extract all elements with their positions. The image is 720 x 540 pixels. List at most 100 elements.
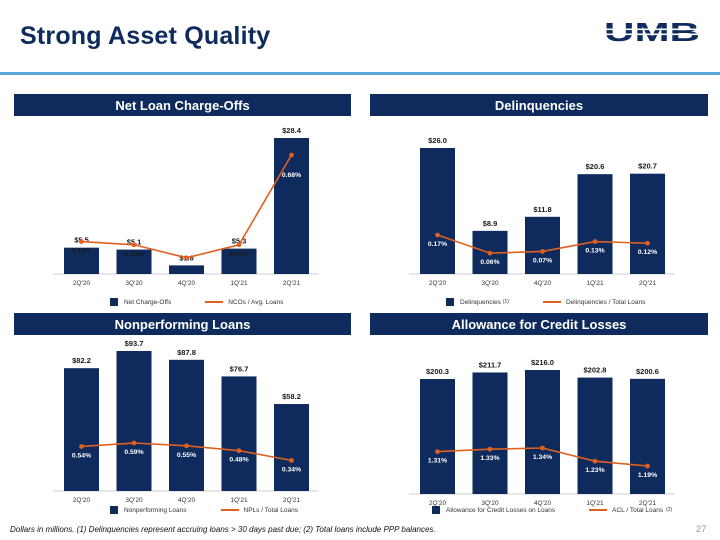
bar xyxy=(221,376,257,491)
category-tick-label: 2Q'20 xyxy=(429,500,447,507)
ratio-point xyxy=(289,152,294,158)
category-tick-label: 1Q'21 xyxy=(230,497,248,504)
bar-value-label: $200.3 xyxy=(426,367,449,376)
ratio-point xyxy=(131,440,137,446)
category-tick-label: 3Q'20 xyxy=(125,497,143,504)
legend-line-label: ACL / Total Loans xyxy=(612,506,664,514)
ratio-value-label: 0.06% xyxy=(480,259,499,266)
bar-value-label: $202.8 xyxy=(584,366,607,375)
bar xyxy=(472,372,508,494)
legend-line-footnote-marker: (2) xyxy=(666,507,673,513)
ratio-point xyxy=(184,443,189,449)
legend-bar-label: Nonperforming Loans xyxy=(124,506,187,514)
nco-chart: $5.52Q'20$5.13Q'20$1.84Q'20$5.31Q'21$28.… xyxy=(53,126,319,287)
ratio-point xyxy=(540,445,545,451)
ratio-value-label: 1.23% xyxy=(585,467,604,474)
category-tick-label: 4Q'20 xyxy=(534,280,552,287)
legend-line-label: Delinquencies / Total Loans xyxy=(565,298,646,306)
bar-value-label: $87.8 xyxy=(177,348,196,357)
category-tick-label: 1Q'21 xyxy=(230,280,248,287)
category-tick-label: 2Q'21 xyxy=(283,497,301,504)
bar-value-label: $5.1 xyxy=(127,238,142,247)
ratio-value-label: 0.13% xyxy=(229,251,248,258)
ratio-point xyxy=(79,444,84,449)
ratio-value-label: 0.59% xyxy=(124,449,143,456)
legend-line-label: NPLs / Total Loans xyxy=(243,506,298,514)
ratio-point xyxy=(435,449,440,454)
ratio-point xyxy=(645,463,650,469)
bar-value-label: $216.0 xyxy=(531,358,554,367)
category-tick-label: 2Q'21 xyxy=(283,280,301,287)
legend-line-swatch xyxy=(220,509,239,511)
category-tick-label: 2Q'21 xyxy=(639,500,657,507)
bar-value-label: $11.8 xyxy=(533,205,551,214)
ratio-value-label: 0.07% xyxy=(533,257,552,264)
legend-bar-swatch xyxy=(110,298,118,306)
delinq-panel-header: Delinquencies xyxy=(370,94,708,116)
ratio-point xyxy=(540,249,545,254)
bar xyxy=(630,173,665,274)
ratio-value-label: 0.15% xyxy=(72,248,91,255)
bar xyxy=(221,248,257,274)
page-number: 27 xyxy=(696,524,707,535)
category-tick-label: 4Q'20 xyxy=(178,497,196,504)
ratio-point xyxy=(487,446,493,452)
bar xyxy=(169,359,204,491)
delinq-chart: $26.0 2Q'20 $8.9 3Q'20 $11.8 4Q'20 $20.6 1Q'21 $… xyxy=(409,136,675,287)
ratio-point xyxy=(487,250,493,256)
ratio-line xyxy=(81,154,293,259)
legend-bar-swatch xyxy=(432,506,440,514)
legend-line-swatch xyxy=(542,301,561,303)
ratio-value-label: 0.13% xyxy=(124,251,143,258)
acl-legend: Allowance for Credit Losses on Loans ACL… xyxy=(432,504,672,516)
legend-line-label: NCOs / Avg. Loans xyxy=(228,298,284,306)
ratio-value-label: 0.48% xyxy=(229,457,248,464)
ratio-point xyxy=(236,242,242,248)
bar-value-label: $58.2 xyxy=(282,392,301,401)
bar xyxy=(420,148,455,274)
ratio-value-label: 0.68% xyxy=(282,172,301,179)
category-tick-label: 1Q'21 xyxy=(586,280,604,287)
bar xyxy=(64,247,99,274)
npl-chart: $82.2 2Q'20 $93.7 3Q'20 $87.8 4Q'20 $76.7 1Q'21… xyxy=(53,339,319,504)
ratio-point xyxy=(592,458,598,464)
ratio-value-label: 1.34% xyxy=(533,454,552,461)
nco-legend: Net Charge-Offs NCOs / Avg. Loans xyxy=(110,296,283,308)
bar-value-label: $20.6 xyxy=(586,162,605,171)
bar xyxy=(577,377,613,494)
bar xyxy=(274,138,309,274)
category-tick-label: 4Q'20 xyxy=(534,500,552,507)
bar-value-label: $28.4 xyxy=(282,126,302,135)
category-tick-label: 3Q'20 xyxy=(125,280,143,287)
npl-panel-header: Nonperforming Loans xyxy=(14,313,351,335)
bar xyxy=(169,265,204,274)
footnote: Dollars in millions. (1) Delinquencies r… xyxy=(10,525,436,534)
legend-bar-swatch xyxy=(110,506,118,514)
legend-bar-label: Net Charge-Offs xyxy=(124,298,172,306)
acl-chart: $200.3 2Q'20 $211.7 3Q'20 $216.0 4Q'20 $202.8 1… xyxy=(409,358,675,507)
ratio-point xyxy=(289,457,294,463)
bar xyxy=(274,404,309,491)
logo-text: UMB xyxy=(604,20,700,44)
ratio-point xyxy=(435,232,440,238)
ratio-point xyxy=(592,239,598,244)
nco-panel-header: Net Loan Charge-Offs xyxy=(14,94,351,116)
bar xyxy=(630,378,665,494)
bar-value-label: $82.2 xyxy=(72,356,91,365)
legend-bar-footnote-marker: (1) xyxy=(502,299,509,305)
bar xyxy=(116,351,152,491)
bar xyxy=(116,249,152,274)
ratio-value-label: 1.33% xyxy=(480,455,499,462)
ratio-point xyxy=(131,242,137,248)
category-tick-label: 1Q'21 xyxy=(586,500,604,507)
legend-bar-label: Delinquencies xyxy=(460,298,501,306)
bar-value-label: $26.0 xyxy=(428,136,447,145)
ratio-value-label: 0.13% xyxy=(585,248,604,255)
bar xyxy=(525,370,560,494)
legend-line-swatch xyxy=(205,301,224,303)
delinq-legend: Delinquencies (1) Delinquencies / Total … xyxy=(446,296,645,308)
legend-bar-swatch xyxy=(446,298,454,306)
bar-value-label: $8.9 xyxy=(483,219,498,228)
bar xyxy=(577,174,613,274)
bar xyxy=(420,379,455,494)
